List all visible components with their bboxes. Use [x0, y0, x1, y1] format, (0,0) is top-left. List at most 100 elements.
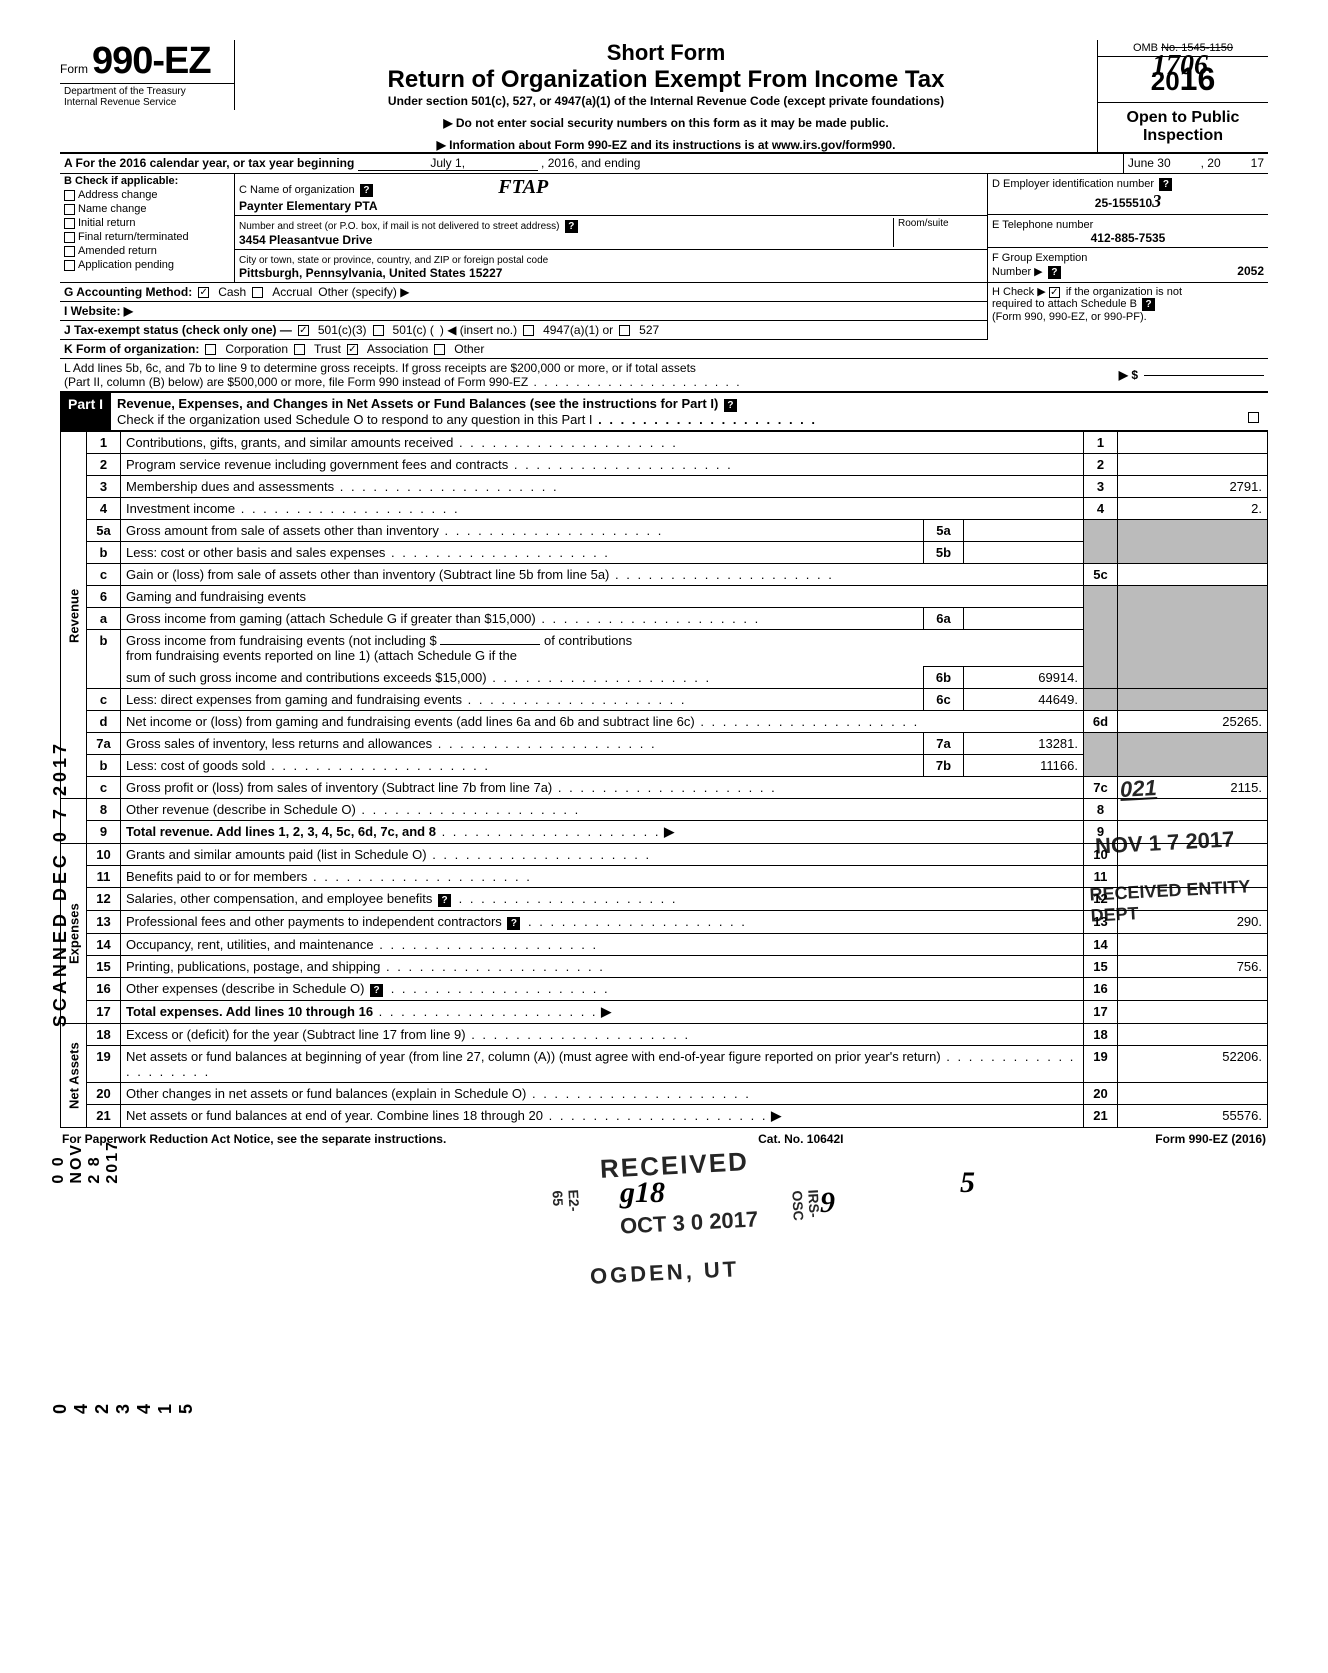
title-block: Short Form Return of Organization Exempt… [235, 40, 1098, 152]
gross-receipts-value[interactable] [1144, 375, 1264, 376]
stamp-e265: E2-65 [549, 1189, 582, 1212]
line20-amount[interactable] [1118, 1083, 1268, 1105]
help-icon[interactable]: ? [1142, 298, 1155, 311]
line6b-amount[interactable]: 69914. [964, 667, 1084, 689]
chk-schedule-o-part1[interactable] [1248, 412, 1259, 423]
col-c-org-info: C Name of organization ? FTAP Paynter El… [235, 174, 988, 282]
chk-cash[interactable]: ✓ [198, 287, 209, 298]
stamp-oct-date: OCT 3 0 2017 [619, 1206, 758, 1239]
side-stamp-number: 0 4 2 3 4 1 5 [50, 1400, 197, 1414]
chk-501c3[interactable]: ✓ [298, 325, 309, 336]
chk-application-pending[interactable] [64, 260, 75, 271]
line5c-amount[interactable] [1118, 564, 1268, 586]
line-k: K Form of organization: Corporation Trus… [60, 340, 1268, 359]
chk-schedule-b[interactable]: ✓ [1049, 287, 1060, 298]
chk-501c[interactable] [373, 325, 384, 336]
line15-amount[interactable]: 756. [1118, 956, 1268, 978]
stamp-irs-osc: IRS-OSC [789, 1189, 823, 1221]
help-icon[interactable]: ? [507, 917, 520, 930]
stamp-021: 021 [1119, 775, 1157, 803]
part-1-header: Part I Revenue, Expenses, and Changes in… [60, 393, 1268, 431]
help-icon[interactable]: ? [438, 894, 451, 907]
chk-527[interactable] [619, 325, 630, 336]
line4-amount[interactable]: 2. [1118, 498, 1268, 520]
line6b-contributions[interactable] [440, 644, 540, 645]
net-assets-side-label: Net Assets [61, 1024, 87, 1128]
line16-amount[interactable] [1118, 978, 1268, 1001]
line14-amount[interactable] [1118, 934, 1268, 956]
chk-corporation[interactable] [205, 344, 216, 355]
help-icon[interactable]: ? [724, 399, 737, 412]
line19-amount[interactable]: 52206. [1118, 1046, 1268, 1083]
line7b-amount[interactable]: 11166. [964, 755, 1084, 777]
chk-4947[interactable] [523, 325, 534, 336]
handwritten-1706: 1706 [1152, 50, 1208, 82]
line-h: H Check ▶ ✓ if the organization is not r… [992, 285, 1264, 323]
tax-year-begin[interactable]: July 1, [358, 156, 538, 171]
handwritten-g18: g18 [620, 1176, 665, 1210]
form-number: 990-EZ [92, 40, 211, 83]
line17-amount[interactable] [1118, 1001, 1268, 1024]
ein-hand-suffix: 3 [1152, 191, 1161, 211]
header-meta-grid: B Check if applicable: Address change Na… [60, 174, 1268, 283]
line6d-amount[interactable]: 25265. [1118, 711, 1268, 733]
help-icon[interactable]: ? [1159, 178, 1172, 191]
chk-initial-return[interactable] [64, 218, 75, 229]
group-exemption-value[interactable]: 2052 [1237, 264, 1264, 278]
title-note1: ▶ Do not enter social security numbers o… [245, 116, 1087, 130]
line2-amount[interactable] [1118, 454, 1268, 476]
page-footer: For Paperwork Reduction Act Notice, see … [60, 1128, 1268, 1150]
form-number-block: Form 990-EZ [60, 40, 235, 83]
line7a-amount[interactable]: 13281. [964, 733, 1084, 755]
revenue-side-label: Revenue [61, 432, 87, 799]
telephone-value[interactable]: 412-885-7535 [1091, 231, 1166, 245]
chk-address-change[interactable] [64, 190, 75, 201]
chk-accrual[interactable] [252, 287, 263, 298]
org-name[interactable]: Paynter Elementary PTA [239, 199, 378, 213]
handwritten-9: 9 [820, 1186, 835, 1220]
chk-final-return[interactable] [64, 232, 75, 243]
chk-amended-return[interactable] [64, 246, 75, 257]
tax-year-end-year[interactable]: 17 [1251, 156, 1264, 171]
form-prefix: Form [60, 62, 88, 76]
chk-trust[interactable] [294, 344, 305, 355]
open-to-public: Open to Public Inspection [1098, 103, 1268, 151]
line-j: J Tax-exempt status (check only one) — ✓… [60, 321, 987, 340]
title-short: Short Form [245, 40, 1087, 66]
footer-right: Form 990-EZ (2016) [1155, 1132, 1266, 1146]
org-street[interactable]: 3454 Pleasantvue Drive [239, 233, 372, 247]
line3-amount[interactable]: 2791. [1118, 476, 1268, 498]
room-suite-label: Room/suite [893, 218, 983, 247]
help-icon[interactable]: ? [1048, 266, 1061, 279]
line21-amount[interactable]: 55576. [1118, 1105, 1268, 1128]
handwritten-ftap: FTAP [498, 176, 548, 198]
line5b-amount[interactable] [964, 542, 1084, 564]
title-main: Return of Organization Exempt From Incom… [245, 66, 1087, 94]
ein-value[interactable]: 25-155510 [1095, 196, 1152, 210]
form-990ez-page: 1706 SCANNED DEC 0 7 2017 0 0 NOV 2 8 20… [60, 40, 1268, 1150]
help-icon[interactable]: ? [370, 984, 383, 997]
title-sub: Under section 501(c), 527, or 4947(a)(1)… [245, 94, 1087, 108]
col-de: D Employer identification number ? 25-15… [988, 174, 1268, 282]
tax-year-end-month[interactable]: June 30 [1128, 156, 1171, 171]
org-city[interactable]: Pittsburgh, Pennsylvania, United States … [239, 266, 502, 280]
part1-table: Revenue 1 Contributions, gifts, grants, … [60, 431, 1268, 1128]
side-stamp-date: 0 0 NOV 2 8 2017 [50, 1140, 122, 1184]
help-icon[interactable]: ? [360, 184, 373, 197]
stamp-ogden: OGDEN, UT [589, 1256, 739, 1290]
footer-catalog: Cat. No. 10642I [758, 1132, 843, 1146]
line6a-amount[interactable] [964, 608, 1084, 630]
department-block: Department of the Treasury Internal Reve… [60, 83, 235, 110]
chk-association[interactable]: ✓ [347, 344, 358, 355]
help-icon[interactable]: ? [565, 220, 578, 233]
line6c-amount[interactable]: 44649. [964, 689, 1084, 711]
line18-amount[interactable] [1118, 1024, 1268, 1046]
handwritten-5: 5 [960, 1166, 975, 1200]
line-a: A For the 2016 calendar year, or tax yea… [60, 154, 1268, 174]
form-header: Form 990-EZ Department of the Treasury I… [60, 40, 1268, 154]
line5a-amount[interactable] [964, 520, 1084, 542]
line1-amount[interactable] [1118, 432, 1268, 454]
expenses-side-label: Expenses [61, 844, 87, 1024]
chk-other-org[interactable] [434, 344, 445, 355]
chk-name-change[interactable] [64, 204, 75, 215]
